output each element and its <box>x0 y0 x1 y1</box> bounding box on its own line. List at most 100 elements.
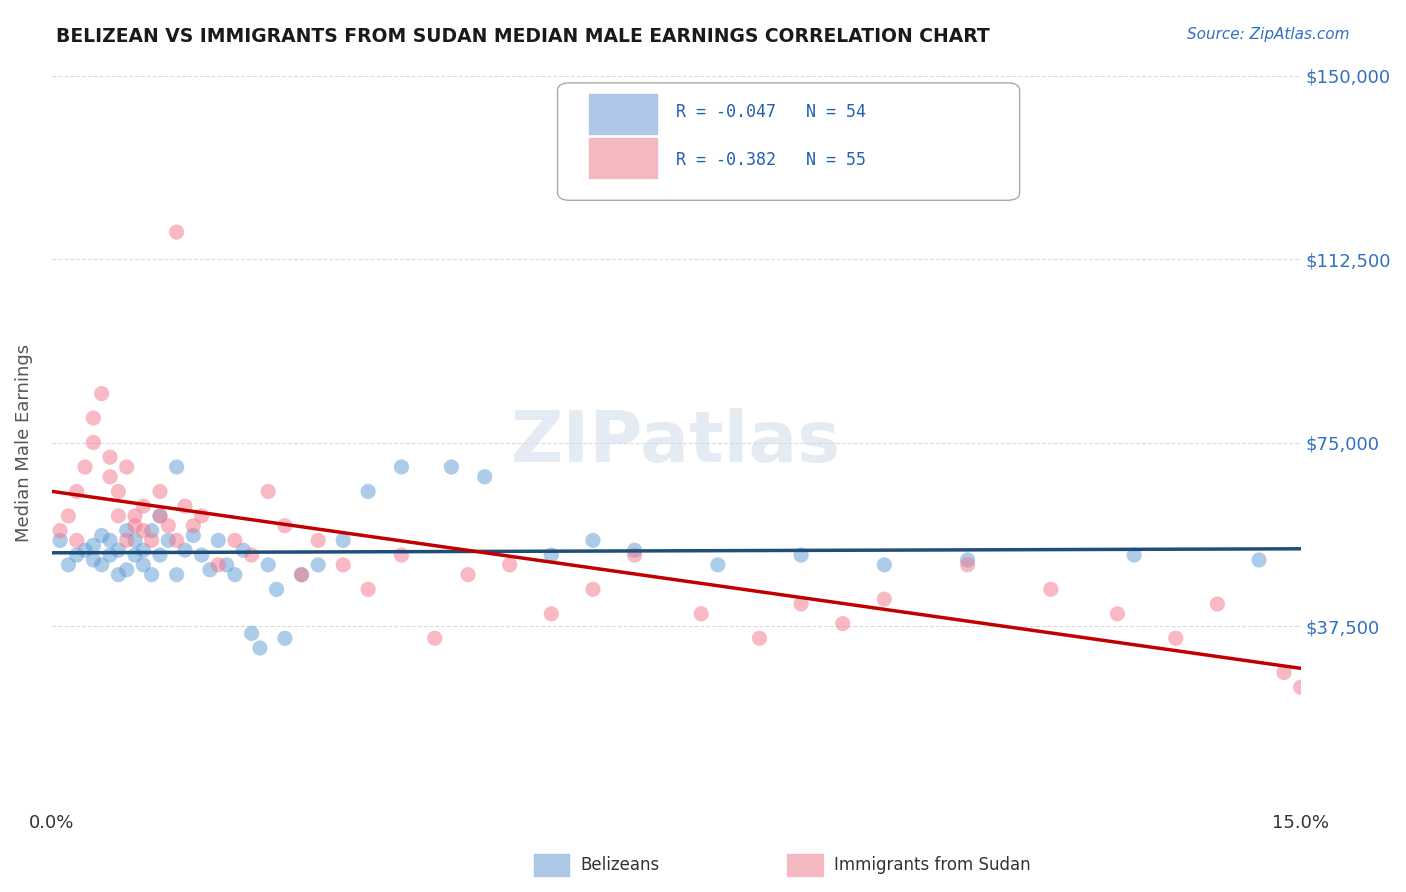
Point <box>207 533 229 548</box>
Point <box>141 533 163 548</box>
Point <box>181 528 204 542</box>
Point <box>141 524 163 538</box>
Point <box>124 508 146 523</box>
Point <box>307 533 329 548</box>
Point <box>141 567 163 582</box>
Text: Belizeans: Belizeans <box>581 856 659 874</box>
Point <box>124 533 146 548</box>
Point <box>240 548 263 562</box>
Point <box>166 533 188 548</box>
Point <box>166 567 188 582</box>
Point <box>582 582 605 597</box>
Point <box>73 460 96 475</box>
Point <box>190 508 212 523</box>
Point <box>132 558 155 572</box>
Point <box>690 607 713 621</box>
Point <box>98 470 121 484</box>
Point <box>166 460 188 475</box>
Point <box>207 558 229 572</box>
Point <box>831 616 853 631</box>
Text: ZIPatlas: ZIPatlas <box>512 408 841 477</box>
Point <box>66 533 89 548</box>
Point <box>149 508 172 523</box>
Point <box>82 538 104 552</box>
Text: BELIZEAN VS IMMIGRANTS FROM SUDAN MEDIAN MALE EARNINGS CORRELATION CHART: BELIZEAN VS IMMIGRANTS FROM SUDAN MEDIAN… <box>56 27 990 45</box>
Point <box>707 558 730 572</box>
Point <box>290 567 312 582</box>
Point <box>224 567 246 582</box>
FancyBboxPatch shape <box>558 83 1019 201</box>
Point <box>748 632 770 646</box>
Point <box>1272 665 1295 680</box>
Point <box>82 553 104 567</box>
Point <box>198 563 221 577</box>
Point <box>956 553 979 567</box>
Point <box>391 460 413 475</box>
Point <box>90 386 112 401</box>
Text: Immigrants from Sudan: Immigrants from Sudan <box>834 856 1031 874</box>
FancyBboxPatch shape <box>589 138 658 178</box>
Point <box>58 508 80 523</box>
Y-axis label: Median Male Earnings: Median Male Earnings <box>15 343 32 541</box>
Point <box>98 548 121 562</box>
Point <box>82 435 104 450</box>
Point <box>190 548 212 562</box>
Point <box>873 592 896 607</box>
Point <box>790 548 813 562</box>
Point <box>132 524 155 538</box>
Point <box>224 533 246 548</box>
Point <box>332 558 354 572</box>
Point <box>1206 597 1229 611</box>
Point <box>107 543 129 558</box>
Point <box>307 558 329 572</box>
Point <box>166 225 188 239</box>
Point <box>249 641 271 656</box>
Point <box>98 533 121 548</box>
Point <box>82 411 104 425</box>
Point <box>174 543 197 558</box>
Point <box>540 548 562 562</box>
Point <box>124 518 146 533</box>
Point <box>1289 680 1312 694</box>
Point <box>115 563 138 577</box>
Point <box>257 558 280 572</box>
Point <box>232 543 254 558</box>
Point <box>873 558 896 572</box>
Point <box>623 543 645 558</box>
Point <box>115 460 138 475</box>
Point <box>149 508 172 523</box>
Point <box>790 597 813 611</box>
Point <box>149 548 172 562</box>
Point <box>1107 607 1129 621</box>
Point <box>174 499 197 513</box>
Point <box>132 499 155 513</box>
Text: Source: ZipAtlas.com: Source: ZipAtlas.com <box>1187 27 1350 42</box>
Point <box>266 582 288 597</box>
Point <box>1123 548 1146 562</box>
Point <box>540 607 562 621</box>
Point <box>124 548 146 562</box>
Point <box>357 582 380 597</box>
Point <box>58 558 80 572</box>
Point <box>499 558 522 572</box>
Text: R = -0.382   N = 55: R = -0.382 N = 55 <box>676 151 866 169</box>
Point <box>66 484 89 499</box>
Point <box>90 528 112 542</box>
Point <box>582 533 605 548</box>
Point <box>623 548 645 562</box>
Point <box>332 533 354 548</box>
Point <box>149 484 172 499</box>
Point <box>157 533 180 548</box>
Point <box>357 484 380 499</box>
Point <box>107 567 129 582</box>
Point <box>132 543 155 558</box>
Point <box>457 567 479 582</box>
Point <box>66 548 89 562</box>
Point <box>1164 632 1187 646</box>
Point <box>115 524 138 538</box>
Point <box>1247 553 1270 567</box>
Point <box>181 518 204 533</box>
Point <box>474 470 496 484</box>
Point <box>215 558 238 572</box>
Point <box>1039 582 1062 597</box>
